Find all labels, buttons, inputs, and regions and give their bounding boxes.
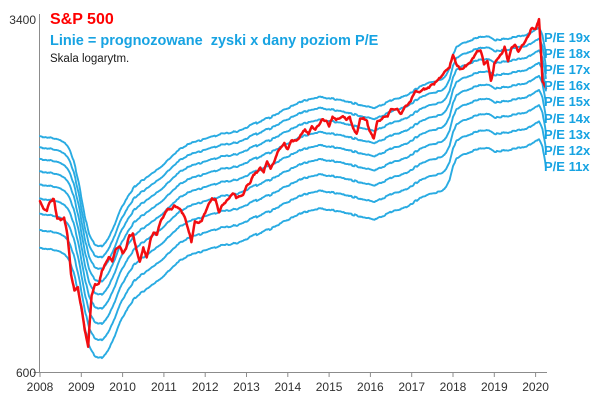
pe-line-18x [39,37,547,259]
pe-line-15x [39,74,547,296]
pe-label-11x: P/E 11x [544,158,590,174]
x-tick-label: 2013 [233,380,260,394]
x-tick-label: 2016 [357,380,384,394]
pe-line-13x [39,104,547,325]
sp500-price-line [38,17,548,349]
x-tick-label: 2018 [439,380,467,394]
x-tick-label: 2015 [315,380,343,394]
pe-label-18x: P/E 18x [544,46,591,62]
x-tick-label: 2019 [480,380,508,394]
pe-line-12x [39,120,547,342]
pe-label-12x: P/E 12x [544,142,591,158]
x-tick-label: 2014 [274,380,302,394]
y-axis-min-label: 600 [15,366,36,380]
pe-line-17x [39,49,547,271]
x-tick-label: 2008 [26,380,54,394]
pe-label-14x: P/E 14x [544,110,591,126]
pe-label-17x: P/E 17x [544,62,591,78]
pe-label-15x: P/E 15x [544,94,591,110]
x-tick-label: 2009 [67,380,95,394]
pe-label-16x: P/E 16x [544,78,591,94]
x-tick-label: 2012 [191,380,219,394]
pe-line-14x [39,89,547,310]
pe-label-13x: P/E 13x [544,126,591,142]
log-scale-note: Skala logarytm. [50,53,130,65]
chart-subtitle: Linie = prognozowane zyski x dany poziom… [50,33,379,49]
x-tick-label: 2011 [150,380,177,394]
y-axis-max-label: 3400 [9,13,36,27]
pe-line-19x [39,26,547,248]
x-tick-label: 2017 [398,380,426,394]
x-tick-label: 2010 [109,380,136,394]
pe-label-19x: P/E 19x [544,30,591,45]
x-tick-label: 2020 [522,380,549,394]
pe-line-11x [39,138,547,360]
chart-title: S&P 500 [50,11,114,28]
